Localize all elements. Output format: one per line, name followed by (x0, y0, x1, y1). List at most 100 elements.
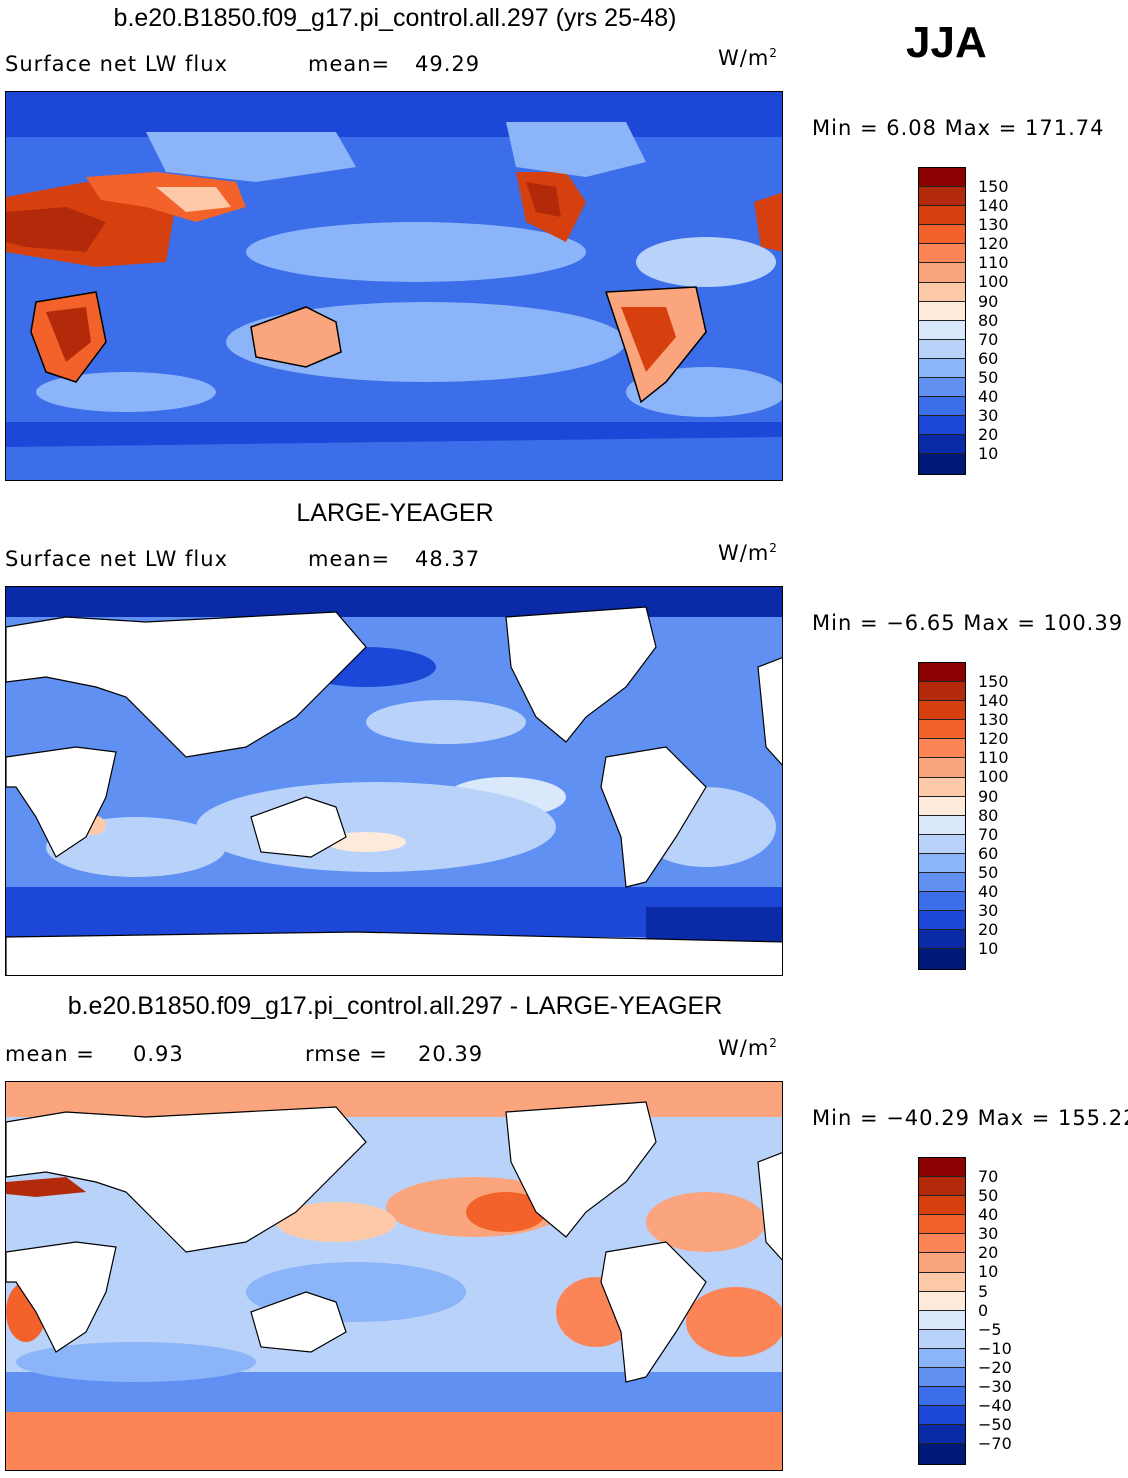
panel1-title: b.e20.B1850.f09_g17.pi_control.all.297 (… (113, 4, 677, 32)
colorbar-label: 40 (978, 1205, 999, 1225)
colorbar-swatch (919, 834, 965, 854)
colorbar-swatch (919, 358, 965, 379)
colorbar-label: 40 (978, 387, 999, 407)
colorbar-swatch (919, 1215, 965, 1235)
colorbar-label: 30 (978, 406, 999, 426)
colorbar-swatch (919, 1406, 965, 1426)
colorbar-label: 100 (978, 767, 1009, 787)
colorbar-label: 130 (978, 215, 1009, 235)
colorbar-label: 80 (978, 310, 999, 330)
colorbar-swatch (919, 168, 965, 188)
panel3-title: b.e20.B1850.f09_g17.pi_control.all.297 -… (67, 992, 723, 1020)
colorbar-swatch (919, 1196, 965, 1216)
colorbar-swatch (919, 378, 965, 398)
panel3-rmse-value: 20.39 (418, 1042, 484, 1066)
colorbar-label: 60 (978, 348, 999, 368)
colorbar-label: 50 (978, 862, 999, 882)
colorbar-label: 20 (978, 425, 999, 445)
colorbar-swatch (919, 930, 965, 950)
colorbar-label: 70 (978, 824, 999, 844)
colorbar-swatch (919, 454, 965, 474)
panel1-map (5, 91, 783, 481)
colorbar-label: 150 (978, 672, 1009, 691)
panel2-colorbar (918, 662, 966, 970)
colorbar-label: 140 (978, 196, 1009, 216)
colorbar-swatch (919, 263, 965, 283)
panel1-left-label: Surface net LW flux (5, 52, 228, 76)
colorbar-swatch (919, 1368, 965, 1388)
panel3-minmax: Min = −40.29 Max = 155.22 (812, 1106, 1128, 1130)
panel1-colorbar-labels: 150 140 130 120 110 100 90 80 70 60 50 4… (978, 177, 1009, 463)
season-label: JJA (906, 18, 987, 67)
colorbar-swatch (919, 758, 965, 778)
panel2-left-label: Surface net LW flux (5, 547, 228, 571)
colorbar-label: 80 (978, 805, 999, 825)
panel3-units: W/m2 (718, 1036, 778, 1060)
colorbar-swatch (919, 682, 965, 702)
colorbar-swatch (919, 397, 965, 417)
colorbar-label: 100 (978, 272, 1009, 292)
colorbar-label: −40 (978, 1396, 1012, 1416)
colorbar-label: −30 (978, 1377, 1012, 1397)
panel3-rmse-label: rmse = (305, 1042, 388, 1066)
colorbar-label: 60 (978, 843, 999, 863)
colorbar-label: 110 (978, 253, 1009, 273)
colorbar-swatch (919, 1177, 965, 1197)
colorbar-swatch (919, 796, 965, 816)
colorbar-swatch (919, 1348, 965, 1369)
colorbar-label: 90 (978, 786, 999, 806)
panel2-minmax: Min = −6.65 Max = 100.39 (812, 611, 1124, 635)
panel1-stat-value: 49.29 (415, 52, 481, 76)
colorbar-swatch (919, 282, 965, 302)
colorbar-swatch (919, 244, 965, 264)
colorbar-swatch (919, 435, 965, 455)
colorbar-swatch (919, 1158, 965, 1178)
colorbar-label: −70 (978, 1434, 1012, 1454)
colorbar-label: 0 (978, 1300, 989, 1320)
colorbar-label: 110 (978, 748, 1009, 768)
colorbar-label: 30 (978, 901, 999, 921)
panel2-title: LARGE-YEAGER (296, 499, 494, 527)
colorbar-label: 120 (978, 729, 1009, 749)
panel3-map (5, 1081, 783, 1471)
colorbar-swatch (919, 911, 965, 931)
colorbar-label: 150 (978, 177, 1009, 196)
panel3-colorbar-labels: 70 50 40 30 20 10 5 0 −5 −10 −20 −30 −40… (978, 1167, 1012, 1453)
colorbar-swatch (919, 701, 965, 721)
colorbar-label: 70 (978, 1167, 999, 1186)
colorbar-swatch (919, 187, 965, 207)
panel2-stat-value: 48.37 (415, 547, 481, 571)
colorbar-swatch (919, 815, 965, 835)
panel2-map (5, 586, 783, 976)
colorbar-swatch (919, 1291, 965, 1311)
colorbar-label: −5 (978, 1319, 1002, 1339)
colorbar-label: 50 (978, 367, 999, 387)
colorbar-label: 70 (978, 329, 999, 349)
colorbar-label: 30 (978, 1224, 999, 1244)
colorbar-swatch (919, 853, 965, 874)
colorbar-label: 10 (978, 444, 999, 464)
colorbar-label: 130 (978, 710, 1009, 730)
colorbar-swatch (919, 416, 965, 436)
colorbar-label: 20 (978, 920, 999, 940)
panel2-units: W/m2 (718, 541, 778, 565)
colorbar-swatch (919, 892, 965, 912)
colorbar-swatch (919, 320, 965, 340)
colorbar-label: 40 (978, 882, 999, 902)
colorbar-label: 5 (978, 1281, 989, 1301)
colorbar-label: 20 (978, 1243, 999, 1263)
colorbar-label: −10 (978, 1338, 1012, 1358)
panel1-units: W/m2 (718, 46, 778, 70)
colorbar-swatch (919, 1444, 965, 1464)
colorbar-swatch (919, 663, 965, 683)
panel1-minmax: Min = 6.08 Max = 171.74 (812, 116, 1105, 140)
colorbar-swatch (919, 949, 965, 969)
colorbar-swatch (919, 1425, 965, 1445)
colorbar-label: 120 (978, 234, 1009, 254)
colorbar-swatch (919, 1272, 965, 1292)
panel1-stat-label: mean= (308, 52, 391, 76)
panel2-colorbar-labels: 150 140 130 120 110 100 90 80 70 60 50 4… (978, 672, 1009, 958)
colorbar-swatch (919, 1253, 965, 1273)
colorbar-swatch (919, 339, 965, 359)
colorbar-swatch (919, 720, 965, 740)
